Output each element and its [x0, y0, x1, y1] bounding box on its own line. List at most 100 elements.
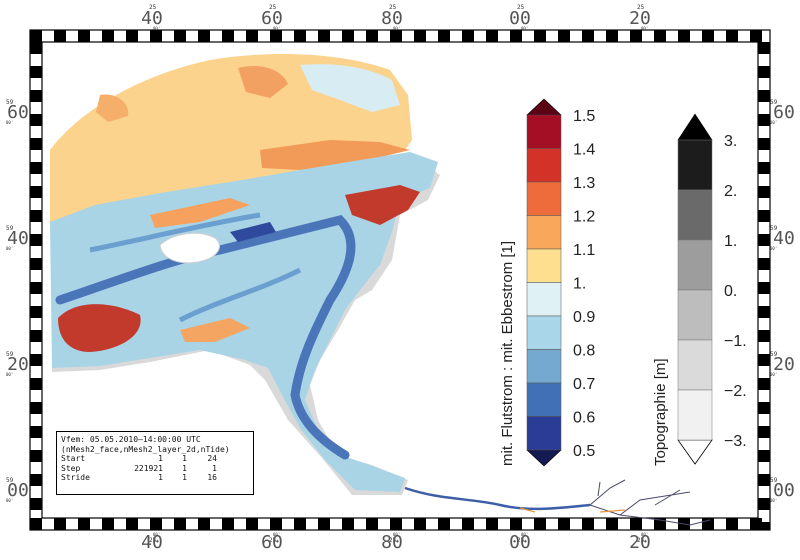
x-tick-prefix: 25: [517, 537, 525, 544]
frame-segment: [758, 378, 770, 390]
frame-segment: [758, 402, 770, 414]
x-tick-prefix: 25: [269, 537, 277, 544]
y-tick-suffix: 00': [6, 120, 13, 125]
colorbar-label: 0.7: [573, 376, 595, 393]
colorbar-swatch: [526, 215, 562, 250]
y-tick-label: 00: [7, 480, 29, 501]
frame-segment: [30, 522, 42, 530]
frame-segment: [758, 66, 770, 78]
x-tick-label: 40: [141, 532, 163, 553]
frame-segment: [630, 30, 642, 42]
y-tick-prefix: 59: [770, 477, 778, 484]
frame-segment: [758, 474, 770, 486]
frame-segment: [462, 518, 474, 530]
frame-segment: [30, 330, 42, 342]
x-tick-suffix: 00': [393, 532, 400, 537]
x-tick-label: 40: [141, 8, 163, 29]
colorbar-label: 0.6: [573, 410, 595, 427]
frame-segment: [558, 518, 570, 530]
frame-segment: [126, 518, 138, 530]
frame-segment: [606, 518, 618, 530]
frame-segment: [758, 186, 770, 198]
frame-segment: [758, 114, 770, 126]
info-value: 1: [182, 473, 187, 483]
river-mouth-warm: [519, 507, 626, 513]
frame-segment: [30, 258, 42, 270]
topo-legend-title: Topographie [m]: [652, 358, 669, 466]
island: [159, 232, 220, 264]
frame-segment: [30, 354, 42, 366]
colorbar-label: 1.: [724, 233, 737, 250]
frame-segment: [758, 42, 770, 54]
frame-segment: [150, 30, 162, 42]
x-tick-label: 00: [509, 532, 531, 553]
frame-segment: [30, 282, 42, 294]
frame-segment: [270, 30, 282, 42]
colorbar-label: 1.3: [573, 175, 595, 192]
frame-segment: [126, 30, 138, 42]
frame-segment: [30, 426, 42, 438]
frame-segment: [582, 30, 594, 42]
x-tick-prefix: 25: [389, 4, 397, 11]
x-tick-suffix: 00': [521, 532, 528, 537]
colorbar-label: 1.2: [573, 209, 595, 226]
river-tributaries: [589, 479, 711, 526]
frame-segment: [414, 518, 426, 530]
frame-segment: [486, 30, 498, 42]
colorbar-swatch: [526, 181, 562, 216]
colorbar-swatch: [677, 289, 713, 341]
frame-segment: [534, 30, 546, 42]
colorbar-swatch: [677, 189, 713, 241]
y-tick-prefix: 59: [6, 99, 14, 106]
colorbar-label: 3.: [724, 133, 737, 150]
info-row-stride: Stride 1 1 16: [61, 473, 249, 483]
x-tick-suffix: 00': [273, 532, 280, 537]
y-tick-label: 20: [7, 354, 29, 375]
frame-segment: [198, 30, 210, 42]
frame-segment: [30, 234, 42, 246]
frame-segment: [30, 186, 42, 198]
x-tick-label: 80: [381, 532, 403, 553]
colorbar-label: 0.5: [573, 443, 595, 460]
y-tick-suffix: 00': [770, 498, 777, 503]
colorbar-swatch: [526, 349, 562, 384]
x-tick-suffix: 00': [153, 26, 160, 31]
frame-segment: [342, 518, 354, 530]
frame-segment: [726, 518, 738, 530]
dark-blue-channel-north: [230, 222, 276, 242]
y-tick-label: 40: [773, 228, 795, 249]
info-label: Step: [61, 463, 81, 473]
frame-segment: [246, 518, 258, 530]
colorbar-label: 0.: [724, 283, 737, 300]
flow-ratio-legend: 1.5 1.4 1.3 1.2 1.1 1. 0.9 0.8 0.7 0.6 0.5: [526, 98, 595, 467]
frame-segment: [758, 282, 770, 294]
x-tick-label: 20: [629, 8, 651, 29]
frame-segment: [30, 42, 42, 54]
y-tick-prefix: 59: [6, 225, 14, 232]
frame-segment: [758, 162, 770, 174]
info-value: 1: [158, 473, 163, 483]
y-tick-suffix: 00': [770, 246, 777, 251]
x-tick-suffix: 00': [153, 532, 160, 537]
orange-streak-mid: [150, 198, 250, 228]
colorbar-swatch: [526, 382, 562, 417]
y-tick-prefix: 59: [770, 99, 778, 106]
frame-segment: [758, 234, 770, 246]
x-tick-prefix: 25: [149, 4, 157, 11]
frame-segment: [702, 30, 714, 42]
frame-segment: [222, 30, 234, 42]
frame-segment: [198, 518, 210, 530]
frame-segment: [582, 518, 594, 530]
colorbar-label: 1.4: [573, 142, 595, 159]
frame-segment: [758, 354, 770, 366]
y-tick-prefix: 59: [770, 225, 778, 232]
frame-segment: [438, 30, 450, 42]
y-tick-prefix: 59: [6, 351, 14, 358]
frame-segment: [726, 30, 738, 42]
frame-segment: [758, 258, 770, 270]
colorbar-label: 2.: [724, 183, 737, 200]
y-tick-label: 60: [773, 102, 795, 123]
frame-segment: [270, 518, 282, 530]
frame-segment: [54, 30, 66, 42]
